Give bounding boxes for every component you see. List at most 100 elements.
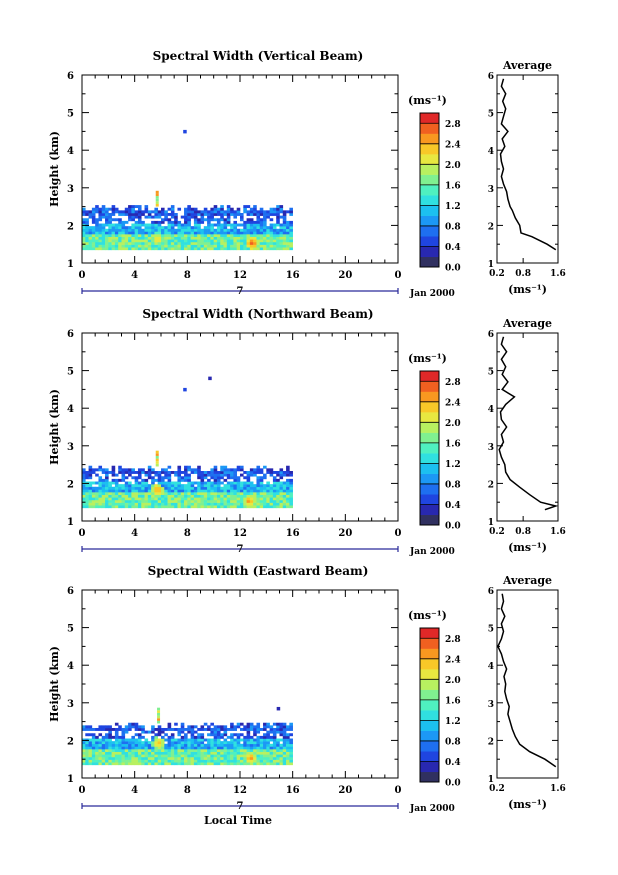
heatmap-cell <box>157 762 162 766</box>
date-suffix: Jan 2000 <box>409 804 455 814</box>
heatmap-cell <box>279 738 284 742</box>
heatmap-cell <box>114 762 119 766</box>
heatmap-cell <box>249 505 254 509</box>
heatmap-cell <box>180 499 185 503</box>
heatmap-cell <box>111 218 116 222</box>
heatmap-cell <box>220 210 224 214</box>
heatmap-cell <box>259 478 264 482</box>
heatmap-cell <box>177 497 182 501</box>
heatmap-cell <box>180 725 185 729</box>
heatmap-cell <box>200 502 205 506</box>
panel-title: Spectral Width (Vertical Beam) <box>153 49 364 63</box>
heatmap-cell <box>286 236 290 240</box>
heatmap-cell <box>203 494 208 498</box>
heatmap-cell <box>256 730 261 734</box>
heatmap-cell <box>236 492 241 495</box>
colorbar-band <box>420 699 439 711</box>
heatmap-cell <box>203 497 208 501</box>
heatmap-cell <box>170 239 175 243</box>
heatmap-cell <box>157 738 162 742</box>
heatmap-cell <box>164 484 168 488</box>
profile-title: Average <box>502 59 552 72</box>
heatmap-cell <box>128 743 132 747</box>
heatmap-cell <box>272 244 277 248</box>
heatmap-cell <box>151 756 155 760</box>
heatmap-cell <box>154 762 159 766</box>
heatmap-cell <box>108 215 112 219</box>
heatmap-cell <box>154 231 159 235</box>
heatmap-cell <box>240 481 244 485</box>
heatmap-cell <box>105 749 109 752</box>
heatmap-cell <box>147 497 152 501</box>
heatmap-cell <box>220 218 224 222</box>
heatmap-cell <box>282 735 287 739</box>
heatmap-cell <box>216 754 221 758</box>
heatmap-cell <box>279 733 284 737</box>
heatmap-cell <box>220 247 224 251</box>
heatmap-cell <box>105 494 109 498</box>
heatmap-cell <box>216 210 221 214</box>
heatmap-cell <box>170 738 175 742</box>
heatmap-cell <box>223 754 228 758</box>
y-tick-label: 2 <box>67 736 74 747</box>
heatmap-cell <box>282 499 287 503</box>
heatmap-cell <box>236 733 241 737</box>
heatmap-spike-cell <box>157 712 161 716</box>
heatmap-cell <box>95 746 99 750</box>
heatmap-cell <box>151 228 155 232</box>
heatmap-cell <box>180 492 185 495</box>
heatmap-cell <box>151 239 155 243</box>
heatmap-cell <box>190 492 195 495</box>
heatmap-cell <box>256 759 261 763</box>
heatmap-cell <box>170 754 175 758</box>
heatmap-cell <box>111 205 116 209</box>
heatmap-cell <box>246 220 251 224</box>
heatmap-cell <box>154 236 159 240</box>
heatmap-cell <box>213 497 218 501</box>
heatmap-cell <box>111 236 116 240</box>
colorbar-band <box>420 412 439 423</box>
heatmap-cell <box>128 492 132 495</box>
heatmap-cell <box>114 210 119 214</box>
heatmap-cell <box>101 207 106 211</box>
heatmap-cell <box>151 735 155 739</box>
heatmap-cell <box>88 741 93 745</box>
colorbar-tick-label: 1.2 <box>445 202 461 212</box>
heatmap-cell <box>187 215 191 219</box>
heatmap-cell <box>95 481 99 485</box>
heatmap-cell <box>203 489 208 493</box>
heatmap-cell <box>128 749 132 752</box>
heatmap-cell <box>177 236 182 240</box>
heatmap-cell <box>85 494 89 498</box>
heatmap-cell <box>167 241 172 245</box>
heatmap-cell <box>101 754 106 758</box>
heatmap-cell <box>141 746 145 750</box>
heatmap-cell <box>203 759 208 763</box>
heatmap-cell <box>193 239 198 243</box>
heatmap-cell <box>269 228 274 232</box>
heatmap-cell <box>164 751 168 755</box>
heatmap-cell <box>147 236 152 240</box>
heatmap-cell <box>180 239 185 243</box>
heatmap-cell <box>282 241 287 245</box>
heatmap-cell <box>216 735 221 739</box>
heatmap-cell <box>108 223 112 227</box>
heatmap-cell <box>272 756 277 760</box>
heatmap-cell <box>193 231 198 235</box>
heatmap-cell <box>174 247 178 251</box>
heatmap-cell <box>157 741 162 745</box>
heatmap-cell <box>177 746 182 750</box>
heatmap-cell <box>279 746 284 750</box>
heatmap-cell <box>91 207 96 211</box>
heatmap-cell <box>91 241 96 245</box>
heatmap-cell <box>184 212 188 216</box>
heatmap-cell <box>134 492 139 495</box>
heatmap-cell <box>167 762 172 766</box>
heatmap-cell <box>118 492 122 495</box>
heatmap-cell <box>269 762 274 766</box>
heatmap-cell <box>190 239 195 243</box>
heatmap-cell <box>256 725 261 729</box>
heatmap-cell <box>184 749 188 752</box>
heatmap-cell <box>187 484 191 488</box>
heatmap-cell <box>108 741 112 745</box>
